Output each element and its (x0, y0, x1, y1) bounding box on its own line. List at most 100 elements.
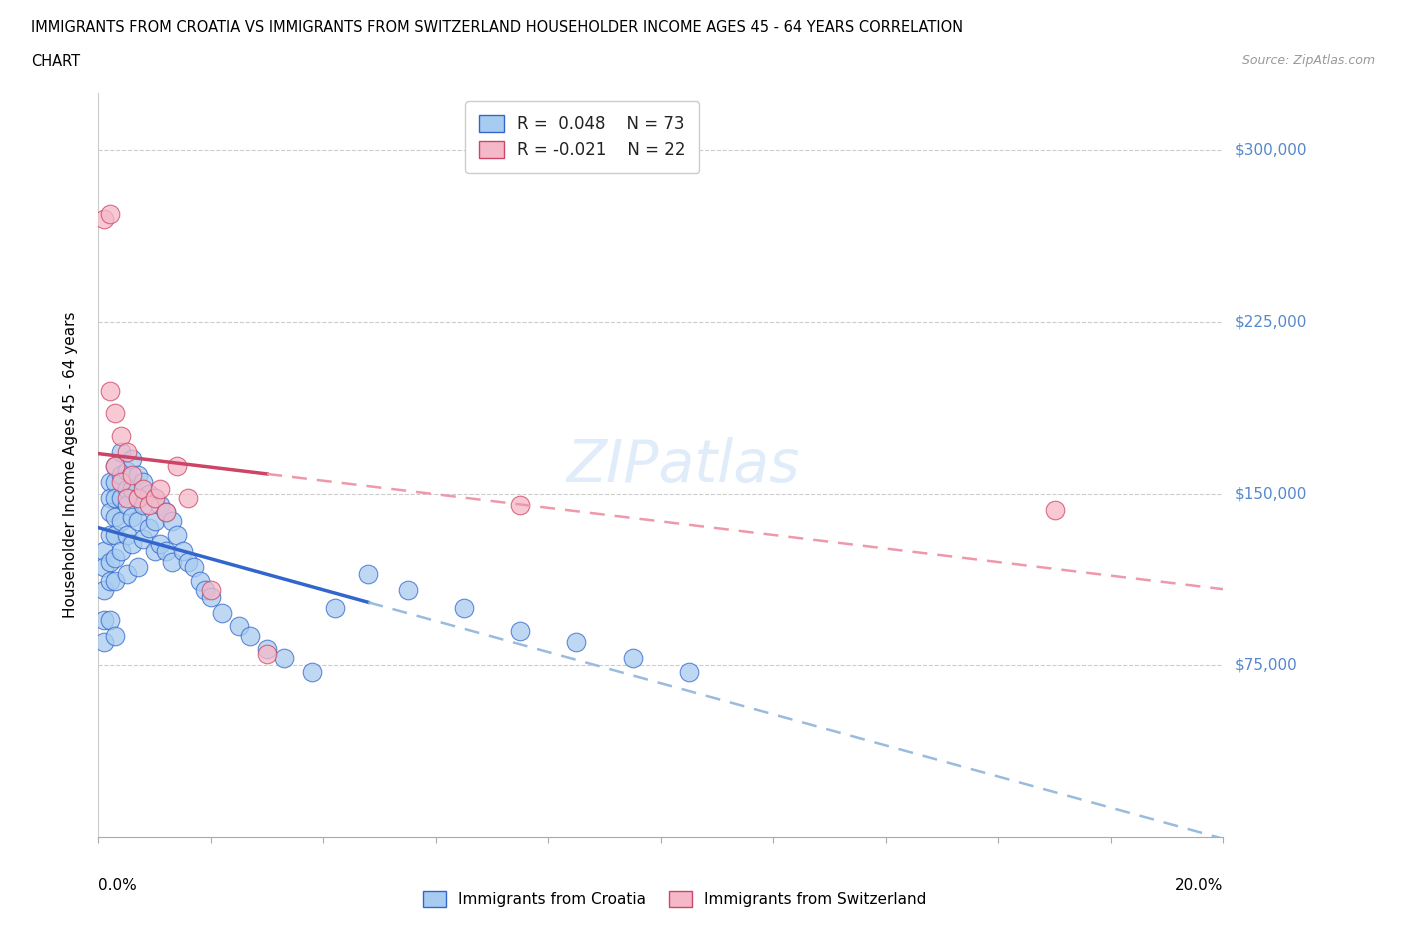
Point (127, 560, 149, 575)
Point (121, 452, 143, 467)
Point (177, 555, 200, 570)
Point (143, 543, 166, 558)
Point (357, 566, 380, 581)
Point (509, 623, 531, 638)
Point (110, 429, 132, 444)
Point (138, 486, 160, 501)
Point (194, 582, 217, 597)
Point (678, 665, 700, 680)
Point (1043, 502, 1066, 517)
Point (115, 491, 138, 506)
Point (104, 509, 127, 524)
Point (98, 573, 121, 588)
Point (98, 491, 121, 506)
Point (121, 468, 143, 483)
Point (98, 527, 121, 542)
Point (166, 458, 188, 473)
Legend: R =  0.048    N = 73, R = -0.021    N = 22: R = 0.048 N = 73, R = -0.021 N = 22 (465, 101, 699, 173)
Point (565, 635, 588, 650)
Point (273, 651, 295, 666)
Text: Source: ZipAtlas.com: Source: ZipAtlas.com (1241, 54, 1375, 67)
Point (621, 651, 644, 666)
Point (104, 527, 127, 542)
Point (301, 665, 323, 680)
Point (127, 491, 149, 506)
Point (323, 601, 346, 616)
Point (239, 628, 262, 643)
Point (104, 573, 127, 588)
Point (104, 491, 127, 506)
Point (509, 498, 531, 512)
Point (93, 612, 115, 627)
Point (143, 513, 166, 528)
Point (98, 504, 121, 519)
Point (256, 642, 278, 657)
Point (172, 543, 194, 558)
Text: $225,000: $225,000 (1234, 314, 1306, 329)
Point (132, 498, 155, 512)
Point (115, 482, 138, 497)
Point (396, 582, 419, 597)
Point (98, 474, 121, 489)
Point (453, 601, 475, 616)
Point (98, 206, 121, 221)
Point (104, 474, 127, 489)
Point (143, 491, 166, 506)
Point (93, 543, 115, 558)
Point (149, 482, 172, 497)
Text: $75,000: $75,000 (1234, 658, 1298, 672)
Point (104, 551, 127, 565)
Legend: Immigrants from Croatia, Immigrants from Switzerland: Immigrants from Croatia, Immigrants from… (418, 884, 932, 913)
Point (132, 474, 155, 489)
Point (138, 521, 160, 536)
Point (104, 628, 127, 643)
Point (166, 527, 188, 542)
Point (110, 474, 132, 489)
Point (98, 555, 121, 570)
Point (155, 543, 177, 558)
Point (93, 211, 115, 226)
Point (127, 468, 149, 483)
Point (160, 555, 183, 570)
Text: 20.0%: 20.0% (1175, 878, 1223, 893)
Point (115, 498, 138, 512)
Text: ZIPatlas: ZIPatlas (567, 436, 800, 494)
Point (121, 537, 143, 551)
Point (177, 491, 200, 506)
Point (211, 605, 233, 620)
Text: CHART: CHART (31, 54, 80, 69)
Point (138, 498, 160, 512)
Point (104, 406, 127, 421)
Point (132, 532, 155, 547)
Point (115, 463, 138, 478)
Point (115, 566, 138, 581)
Y-axis label: Householder Income Ages 45 - 64 years: Householder Income Ages 45 - 64 years (63, 312, 77, 618)
Point (104, 458, 127, 473)
Point (110, 513, 132, 528)
Point (160, 513, 183, 528)
Point (256, 646, 278, 661)
Point (155, 504, 177, 519)
Point (104, 458, 127, 473)
Point (93, 582, 115, 597)
Text: $150,000: $150,000 (1234, 486, 1306, 501)
Point (228, 619, 250, 634)
Text: 0.0%: 0.0% (98, 878, 138, 893)
Point (121, 482, 143, 497)
Point (98, 383, 121, 398)
Point (121, 509, 143, 524)
Point (183, 560, 205, 575)
Text: $300,000: $300,000 (1234, 142, 1306, 158)
Point (188, 573, 211, 588)
Point (110, 543, 132, 558)
Point (149, 537, 172, 551)
Point (143, 491, 166, 506)
Point (155, 504, 177, 519)
Point (110, 445, 132, 459)
Point (110, 491, 132, 506)
Point (93, 635, 115, 650)
Point (127, 513, 149, 528)
Text: IMMIGRANTS FROM CROATIA VS IMMIGRANTS FROM SWITZERLAND HOUSEHOLDER INCOME AGES 4: IMMIGRANTS FROM CROATIA VS IMMIGRANTS FR… (31, 20, 963, 35)
Point (115, 445, 138, 459)
Point (200, 590, 222, 604)
